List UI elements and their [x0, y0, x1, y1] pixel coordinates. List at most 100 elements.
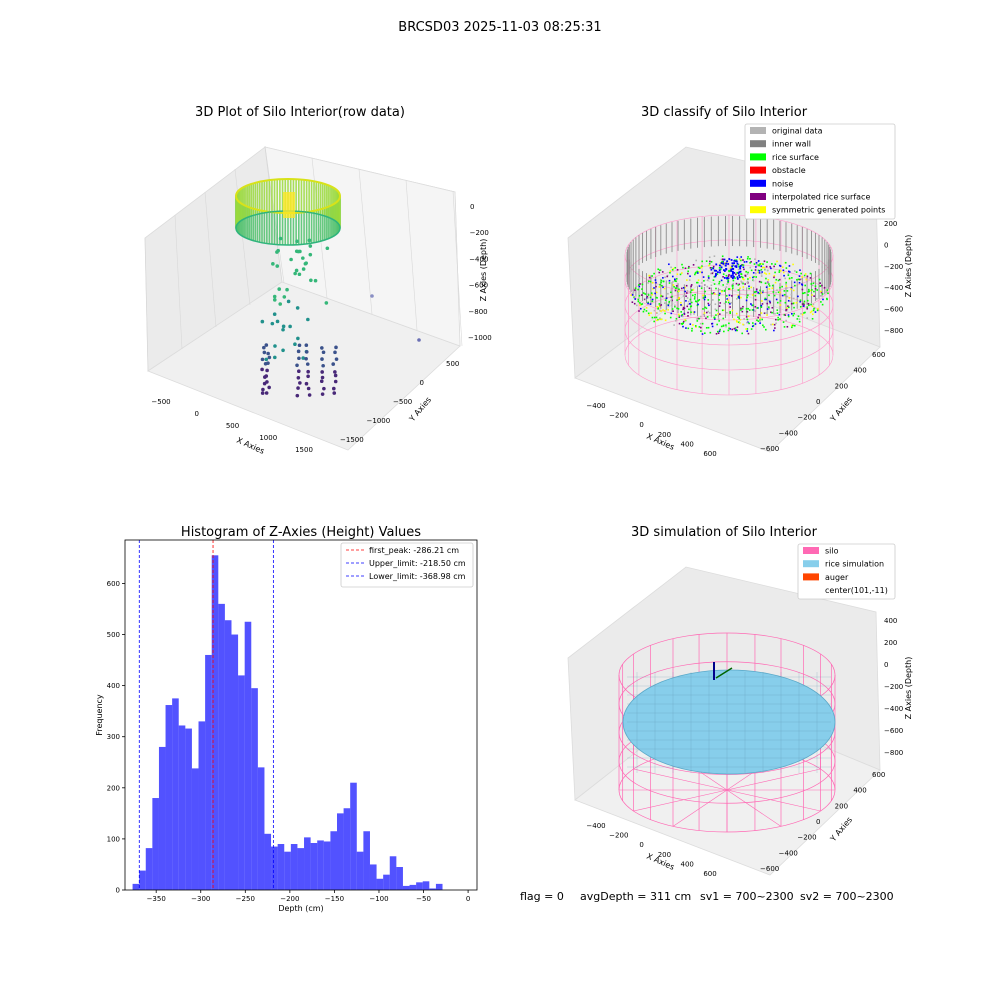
- plot2-surface-point: [654, 279, 657, 281]
- plot2-surface-point: [751, 325, 754, 328]
- plot2-surface-point: [685, 295, 687, 297]
- plot2-surface-point: [761, 318, 764, 321]
- plot2-surface-point: [731, 309, 734, 312]
- plot2-surface-point: [634, 287, 637, 290]
- plot2-surface-point: [722, 317, 725, 320]
- plot1-point: [321, 350, 326, 355]
- plot2-surface-point: [774, 271, 776, 274]
- hist-bar: [271, 846, 278, 890]
- plot2-surface-point: [727, 329, 730, 332]
- plot1-point: [297, 343, 302, 348]
- plot2-surface-point: [709, 260, 711, 263]
- plot2-surface-point: [783, 326, 786, 328]
- plot2-surface-point: [746, 280, 749, 283]
- plot2-surface-point: [667, 292, 669, 295]
- plot2-surface-point: [651, 298, 654, 301]
- plot1-point: [275, 264, 280, 268]
- plot1-point: [308, 252, 313, 257]
- plot2-surface-point: [655, 296, 658, 299]
- plot2-surface-point: [681, 263, 683, 266]
- plot2-surface-point: [820, 291, 823, 294]
- plot2-surface-point: [648, 276, 651, 279]
- plot2-surface-point: [745, 299, 748, 302]
- plot2-surface-point: [786, 307, 788, 309]
- plot2-surface-point: [657, 318, 659, 321]
- plot2-surface-point: [796, 318, 799, 320]
- plot2-title: 3D classify of Silo Interior: [641, 105, 808, 120]
- plot1-point: [260, 357, 265, 362]
- plot2-surface-point: [815, 298, 818, 300]
- plot2-surface-point: [811, 289, 813, 291]
- plot2-legend-swatch: [750, 153, 766, 161]
- plot2-surface-point: [775, 278, 778, 281]
- plot2-surface-point: [664, 276, 666, 279]
- plot2-surface-point: [643, 298, 646, 301]
- plot2-surface-point: [710, 284, 713, 287]
- plot2-surface-point: [790, 288, 792, 290]
- plot1-point: [304, 343, 309, 348]
- plot1-point: [333, 350, 337, 355]
- plot2-surface-point: [819, 285, 822, 287]
- plot2-noise-point: [715, 269, 718, 272]
- hist-xtick-label: −150: [325, 895, 344, 903]
- hist-bar: [376, 878, 384, 890]
- plot4-legend-label: center(101,-11): [825, 586, 888, 595]
- plot2-surface-point: [720, 325, 723, 328]
- plot2-surface-point: [647, 282, 649, 284]
- plot2-surface-point: [689, 323, 692, 325]
- hist-xtick-label: −50: [416, 895, 431, 903]
- plot2-surface-point: [658, 305, 661, 308]
- plot2-surface-point: [685, 284, 688, 287]
- plot2-surface-point: [687, 311, 689, 314]
- plot2-noise-point: [727, 263, 730, 265]
- plot2-surface-point: [740, 275, 743, 278]
- hist-xtick-label: −200: [280, 895, 299, 903]
- plot2-surface-point: [652, 287, 654, 290]
- plot2-surface-point: [689, 275, 691, 278]
- plot1-point: [301, 256, 305, 260]
- plot2-surface-point: [747, 321, 749, 324]
- plot2-surface-point: [742, 305, 744, 308]
- plot2-legend-label: interpolated rice surface: [772, 193, 870, 202]
- plot2-surface-point: [750, 286, 753, 289]
- plot2-surface-point: [704, 296, 707, 299]
- plot2-surface-point: [672, 267, 675, 270]
- plot2-surface-point: [707, 275, 710, 277]
- plot2-surface-point: [731, 295, 733, 297]
- plot1-point: [276, 248, 280, 253]
- plot2-noise-point: [738, 276, 741, 279]
- plot2-surface-point: [765, 286, 768, 288]
- plot2-surface-point: [711, 322, 714, 325]
- plot4-legend-box: [797, 543, 896, 600]
- plot2-surface-point: [759, 320, 761, 322]
- plot2-surface-point: [771, 263, 773, 265]
- plot2-surface-point: [662, 280, 665, 283]
- plot1-point: [304, 350, 309, 354]
- plot2-surface-point: [785, 319, 787, 322]
- plot2-surface-point: [729, 311, 731, 313]
- plot2-surface-point: [660, 295, 663, 297]
- plot2-surface-point: [665, 297, 668, 300]
- plot2-surface-point: [678, 290, 680, 293]
- plot2-surface-point: [653, 320, 655, 323]
- plot2-surface-point: [801, 292, 804, 295]
- plot1-point: [306, 386, 311, 391]
- plot2-surface-point: [701, 282, 703, 284]
- plot1-grid-line: [174, 214, 183, 350]
- plot1-zlabel: Z Axies (Depth): [479, 239, 488, 302]
- hist-frame: [124, 539, 478, 891]
- plot2-surface-point: [689, 302, 691, 305]
- plot2-surface-point: [667, 308, 669, 311]
- plot2-surface-point: [769, 300, 771, 303]
- plot2-surface-point: [761, 300, 763, 302]
- hist-xtick-label: −250: [236, 895, 255, 903]
- hist-legend-label: first_peak: -286.21 cm: [369, 546, 459, 555]
- plot2-noise-point: [713, 269, 716, 272]
- plot2-surface-point: [799, 299, 802, 301]
- plot2-surface-point: [700, 315, 702, 318]
- plot4-legend: silo rice simulation auger center(101,-11): [797, 543, 896, 600]
- plot2-surface-point: [749, 266, 752, 269]
- plot2-surface-point: [687, 270, 689, 273]
- plot1-point: [261, 387, 265, 392]
- plot2-noise-point: [737, 272, 740, 274]
